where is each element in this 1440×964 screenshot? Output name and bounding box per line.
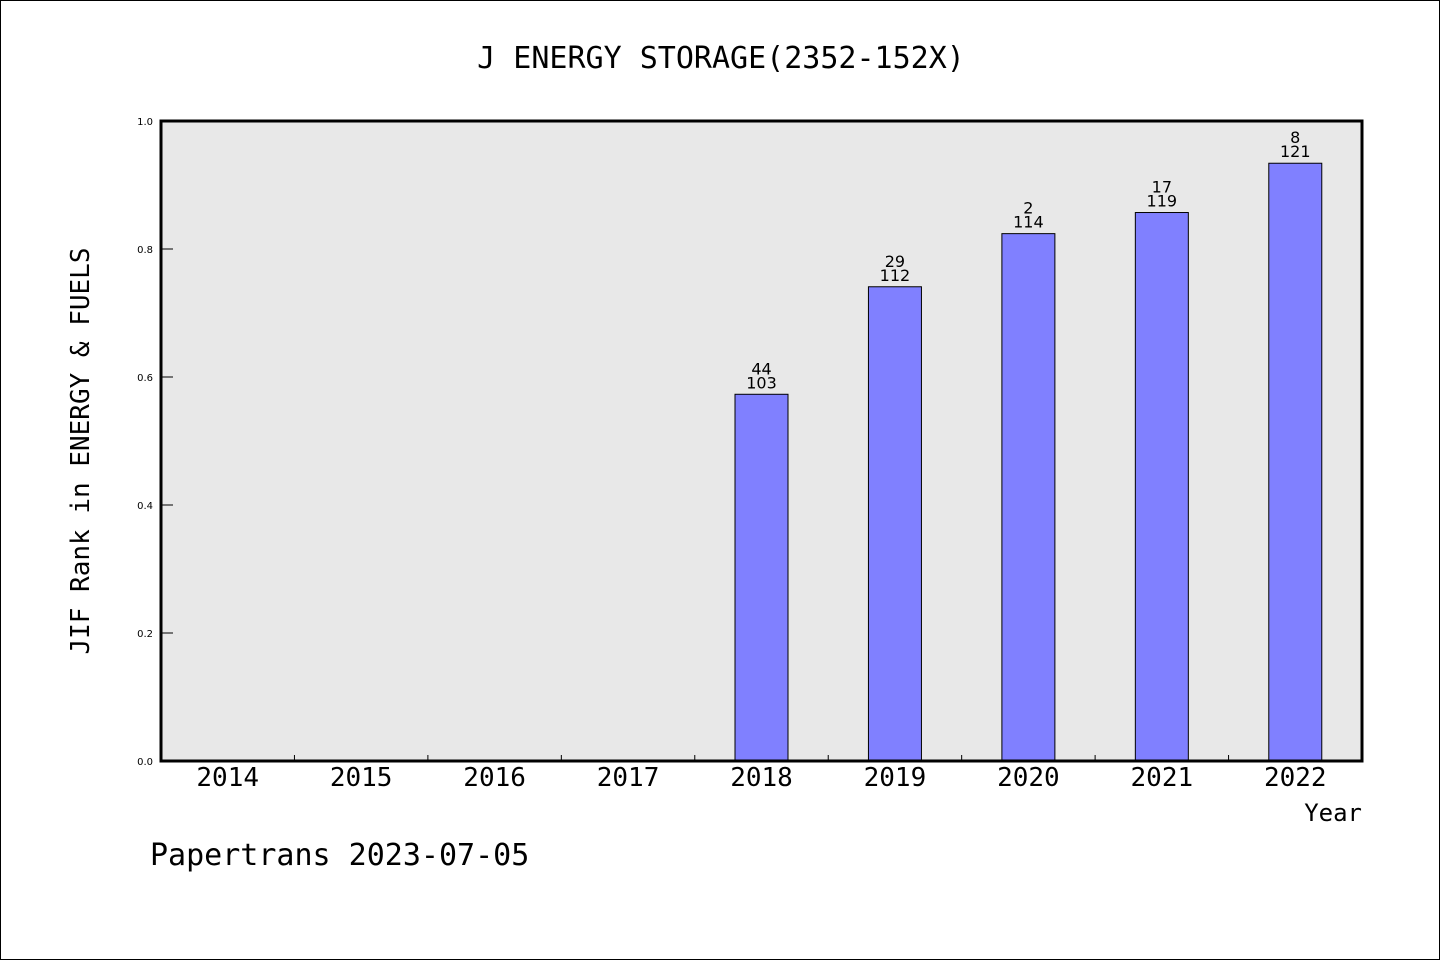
bar-2020 bbox=[1001, 233, 1056, 762]
bar-rank-label: 2 bbox=[1023, 199, 1033, 218]
bar-rank-label: 44 bbox=[751, 359, 771, 378]
y-tick-label: 0.4 bbox=[137, 501, 153, 512]
bar-rank-label: 29 bbox=[885, 252, 905, 271]
y-tick-label: 0.6 bbox=[137, 373, 153, 384]
y-axis: 0.0 0.2 0.4 0.6 0.8 1.0 bbox=[137, 117, 173, 768]
x-tick-label: 2015 bbox=[330, 763, 393, 793]
x-tick-label: 2021 bbox=[1131, 763, 1194, 793]
bar-2022 bbox=[1268, 162, 1323, 762]
x-axis: 2014 2015 2016 2017 2018 2019 2020 2021 2022 bbox=[196, 755, 1327, 793]
x-tick-label: 2016 bbox=[463, 763, 526, 793]
x-axis-label: Year bbox=[1304, 799, 1362, 827]
y-tick-label: 0.0 bbox=[137, 757, 153, 768]
bars-group bbox=[734, 162, 1323, 762]
bar-rank-label: 17 bbox=[1152, 178, 1172, 197]
x-tick-label: 2019 bbox=[864, 763, 927, 793]
bar-total-label: 121 bbox=[1280, 142, 1311, 161]
x-tick-label: 2020 bbox=[997, 763, 1060, 793]
chart-title: J ENERGY STORAGE(2352-152X) bbox=[477, 41, 965, 76]
footer-text: Papertrans 2023-07-05 bbox=[150, 838, 529, 873]
y-tick-label: 0.2 bbox=[137, 629, 153, 640]
x-tick-label: 2014 bbox=[196, 763, 259, 793]
bar-total-label: 114 bbox=[1013, 213, 1044, 232]
x-tick-label: 2017 bbox=[597, 763, 660, 793]
y-tick-label: 1.0 bbox=[137, 117, 153, 128]
bar-2021 bbox=[1134, 212, 1189, 762]
y-axis-label: JIF Rank in ENERGY & FUELS bbox=[66, 248, 96, 655]
x-tick-label: 2018 bbox=[730, 763, 793, 793]
y-tick-label: 0.8 bbox=[137, 245, 153, 256]
bar-total-label: 119 bbox=[1147, 192, 1178, 211]
bar-2018 bbox=[734, 393, 789, 762]
plot-border bbox=[159, 119, 1364, 763]
bar-rank-label: 8 bbox=[1290, 128, 1300, 147]
x-tick-label: 2022 bbox=[1264, 763, 1327, 793]
bar-total-label: 112 bbox=[880, 266, 911, 285]
bar-2019 bbox=[867, 286, 922, 762]
bar-total-label: 103 bbox=[746, 373, 777, 392]
